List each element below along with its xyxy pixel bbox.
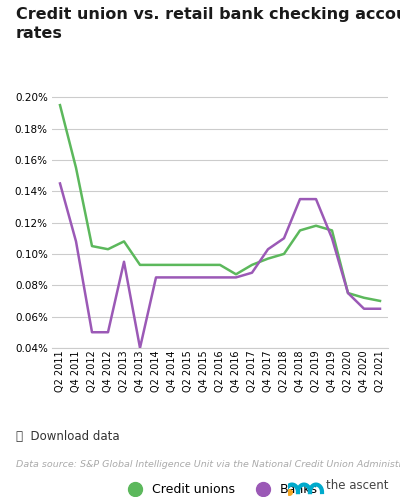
- Text: Data source: S&P Global Intelligence Unit via the National Credit Union Administ: Data source: S&P Global Intelligence Uni…: [16, 460, 400, 469]
- Legend: Credit unions, Banks: Credit unions, Banks: [117, 478, 323, 497]
- Text: Credit union vs. retail bank checking account interest
rates: Credit union vs. retail bank checking ac…: [16, 7, 400, 41]
- Text: the ascent: the ascent: [326, 479, 388, 492]
- Text: ⤓  Download data: ⤓ Download data: [16, 430, 120, 443]
